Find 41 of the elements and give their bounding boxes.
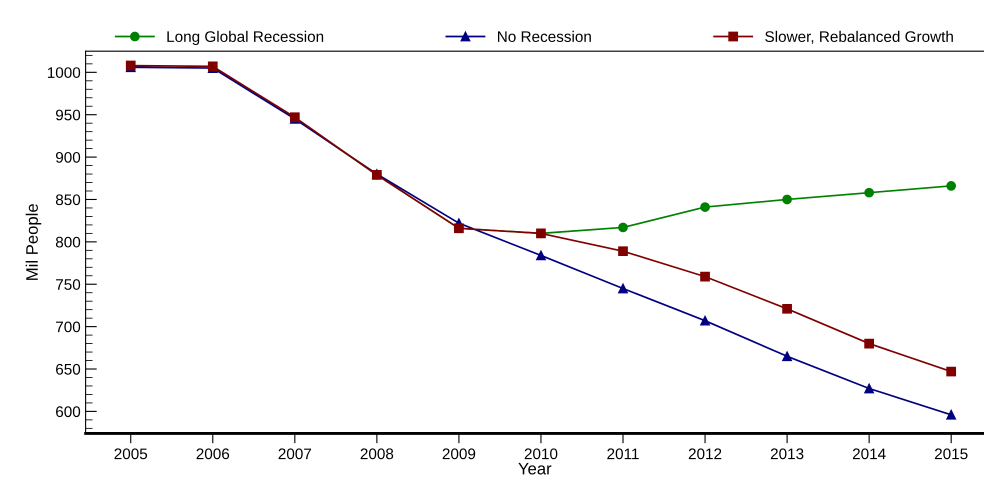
point	[946, 181, 956, 191]
x-tick-label: 2012	[688, 448, 722, 460]
legend-label: Slower, Rebalanced Growth	[765, 30, 953, 44]
y-tick-label: 800	[56, 236, 80, 248]
y-tick-label: 1000	[48, 67, 80, 78]
y-tick-label: 900	[56, 152, 80, 163]
y-tick-label: 700	[56, 321, 80, 332]
point	[618, 222, 628, 232]
point	[700, 202, 710, 212]
y-tick-label: 750	[56, 279, 80, 290]
point	[864, 384, 874, 394]
x-tick-label: 2006	[196, 448, 230, 460]
x-tick-label: 2007	[278, 448, 312, 460]
point	[946, 366, 956, 376]
point	[536, 250, 546, 260]
point	[782, 351, 792, 362]
point	[946, 410, 956, 420]
x-tick-label: 2008	[360, 448, 394, 460]
point	[700, 272, 710, 282]
point	[782, 194, 792, 204]
legend-label: No Recession	[498, 30, 591, 42]
x-tick-label: 2005	[114, 448, 148, 460]
y-tick-label: 850	[56, 194, 80, 206]
x-tick-label: 2010	[524, 448, 558, 460]
x-tick-label: 2014	[852, 448, 886, 460]
x-axis-title: Year	[518, 462, 552, 474]
y-tick-label: 950	[56, 110, 80, 120]
legend-label: Long Global Recession	[167, 30, 324, 46]
y-tick-label: 650	[56, 364, 80, 375]
x-tick-label: 2015	[934, 448, 968, 460]
point	[618, 246, 628, 256]
point	[864, 338, 874, 348]
x-tick-label: 2011	[607, 448, 639, 460]
point	[782, 304, 792, 314]
point	[700, 316, 710, 326]
point	[864, 188, 874, 198]
point	[618, 284, 628, 294]
x-tick-label: 2009	[442, 448, 476, 460]
x-tick-label: 2013	[770, 448, 804, 460]
y-axis-title: Mil People	[26, 204, 42, 280]
y-tick-label: 600	[56, 406, 80, 418]
